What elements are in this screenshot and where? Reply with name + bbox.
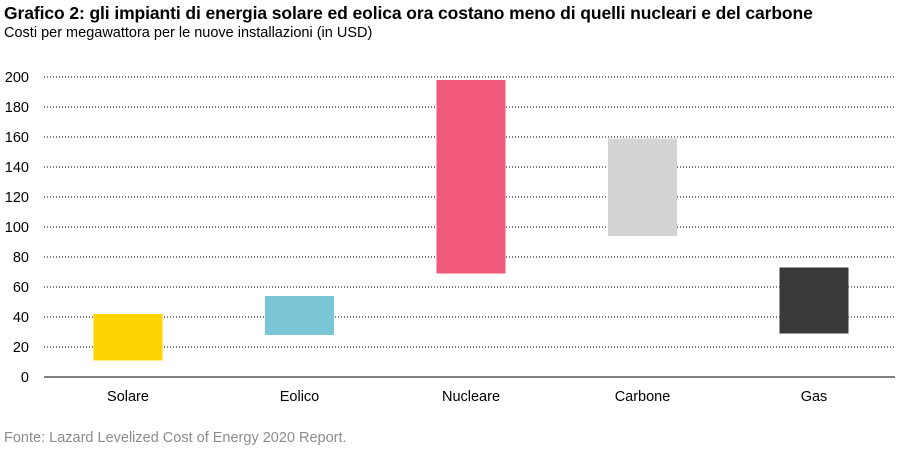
range-bar-solare	[93, 314, 163, 361]
source-note: Fonte: Lazard Levelized Cost of Energy 2…	[4, 430, 347, 446]
y-tick-label: 0	[21, 370, 29, 386]
x-tick-label: Eolico	[280, 389, 320, 405]
range-bar-carbone	[608, 138, 677, 236]
y-tick-label: 180	[5, 100, 29, 116]
chart-subtitle: Costi per megawattora per le nuove insta…	[4, 25, 373, 41]
x-tick-label: Nucleare	[442, 389, 500, 405]
y-tick-label: 20	[13, 340, 29, 356]
range-bar-eolico	[265, 296, 334, 335]
y-tick-label: 120	[5, 190, 29, 206]
x-tick-label: Solare	[107, 389, 149, 405]
range-bar-nucleare	[436, 80, 506, 274]
y-tick-label: 140	[5, 160, 29, 176]
x-tick-label: Carbone	[615, 389, 671, 405]
y-tick-label: 40	[13, 310, 29, 326]
x-tick-label: Gas	[801, 389, 828, 405]
y-tick-label: 200	[5, 70, 29, 86]
chart-title: Grafico 2: gli impianti di energia solar…	[4, 3, 813, 23]
y-tick-label: 160	[5, 130, 29, 146]
range-bar-gas	[779, 267, 849, 334]
y-tick-label: 60	[13, 280, 29, 296]
y-tick-label: 100	[5, 220, 29, 236]
y-tick-label: 80	[13, 250, 29, 266]
